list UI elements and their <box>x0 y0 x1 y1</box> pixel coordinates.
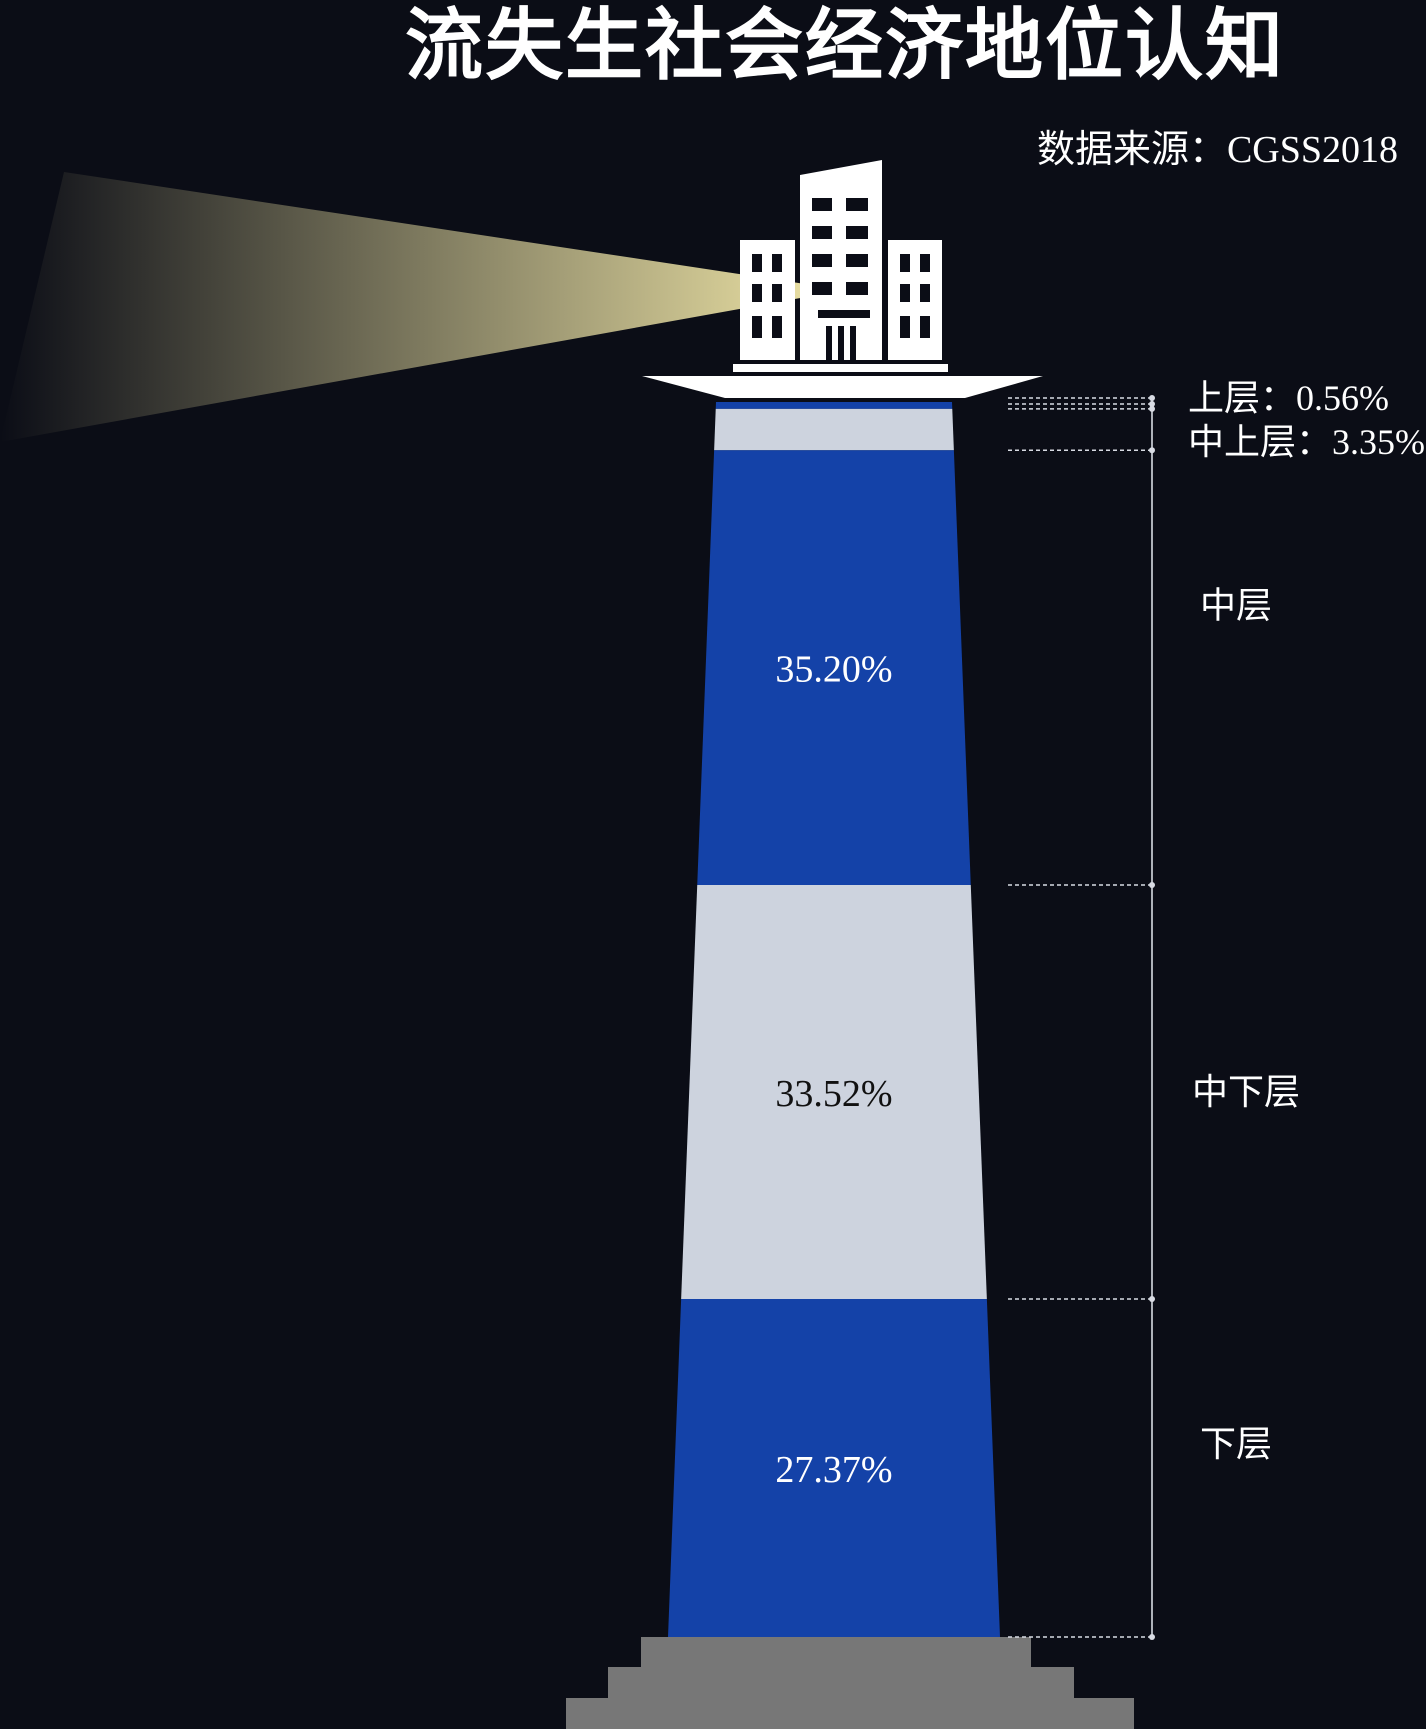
inside-value-label-4: 27.37% <box>775 1449 892 1491</box>
side-label-4: 下层 <box>1200 1424 1272 1464</box>
side-label-3: 中下层 <box>1192 1072 1300 1112</box>
chart-title: 流失生社会经济地位认知 <box>404 1 1285 91</box>
segment-1 <box>714 408 954 451</box>
segment-2 <box>697 450 971 886</box>
bracket-guides <box>1008 395 1155 1640</box>
inside-labels: 35.20% 33.52% 27.37% <box>775 649 892 1491</box>
segment-0 <box>715 402 953 409</box>
side-label-0: 上层：0.56% <box>1188 378 1389 418</box>
light-beam <box>0 172 845 442</box>
side-label-1: 中上层：3.35% <box>1188 422 1425 462</box>
inside-value-label-2: 35.20% <box>775 649 892 691</box>
segment-3 <box>681 885 987 1299</box>
lighthouse-base <box>566 1637 1134 1729</box>
tower-segments <box>668 402 1000 1637</box>
segment-4 <box>668 1298 1000 1637</box>
data-source: 数据来源：CGSS2018 <box>1036 129 1398 171</box>
inside-value-label-3: 33.52% <box>775 1073 892 1115</box>
building-windows <box>752 198 930 360</box>
lighthouse-platform <box>642 376 1043 398</box>
side-label-2: 中层 <box>1200 586 1272 626</box>
